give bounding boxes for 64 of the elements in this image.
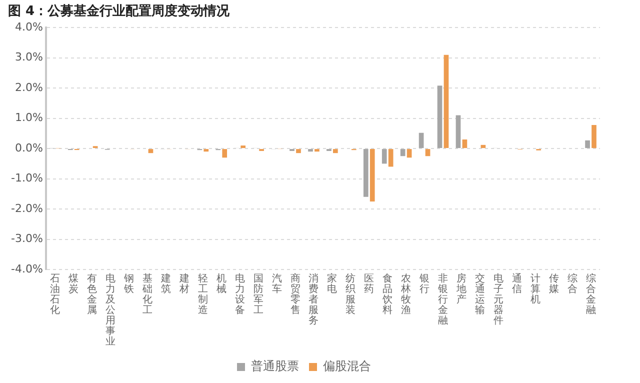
- x-tick-label: 基础化工: [141, 272, 152, 316]
- x-tick-label: 非银行金融: [437, 272, 448, 326]
- x-tick-label: 农林牧渔: [400, 273, 412, 316]
- x-tick-label: 综合: [567, 272, 578, 295]
- x-tick-label: 房地产: [455, 272, 466, 306]
- legend-label: 偏股混合: [323, 359, 371, 374]
- bar: [296, 149, 301, 154]
- bar: [406, 149, 412, 158]
- x-tick-label: 综合金融: [586, 272, 596, 316]
- x-tick-label: 轻工制造: [198, 272, 208, 316]
- y-tick-label: 4.0%: [14, 20, 43, 34]
- x-tick-label: 建材: [178, 272, 190, 295]
- x-tick-label: 通信: [512, 272, 522, 295]
- y-tick-label: 1.0%: [14, 111, 43, 124]
- x-tick-label: 煤炭: [68, 272, 79, 295]
- x-tick-label: 电子元器件: [493, 272, 504, 326]
- y-tick-label: -1.0%: [10, 172, 43, 185]
- bar: [400, 149, 406, 156]
- bar: [425, 149, 430, 156]
- x-tick-label: 银行: [418, 273, 430, 295]
- bar: [308, 149, 313, 152]
- x-tick-label: 电力及公用事业: [106, 272, 116, 348]
- bar: [240, 146, 246, 148]
- bar: [444, 54, 449, 148]
- bar: [456, 115, 461, 148]
- x-tick-label: 国防军工: [253, 273, 264, 316]
- x-tick-label: 石油石化: [50, 273, 60, 316]
- x-tick-label: 商贸零售: [290, 272, 300, 316]
- y-tick-label: -3.0%: [10, 232, 43, 246]
- x-tick-label: 汽车: [272, 272, 282, 295]
- bar: [592, 124, 596, 148]
- bar: [462, 139, 468, 148]
- y-tick-label: 2.0%: [14, 80, 43, 94]
- bar: [437, 86, 442, 148]
- bar: [204, 149, 209, 152]
- bar: [418, 132, 424, 148]
- x-tick-label: 传媒: [548, 273, 559, 295]
- bar: [382, 149, 387, 164]
- x-tick-label: 交通运输: [474, 272, 485, 316]
- legend-label: 普通股票: [251, 359, 299, 374]
- bar: [585, 140, 590, 148]
- x-tick-label: 食品饮料: [382, 272, 393, 316]
- x-tick-label: 建筑: [160, 272, 171, 295]
- x-tick-label: 计算机: [530, 272, 540, 306]
- y-tick-label: -2.0%: [10, 202, 43, 215]
- y-tick-label: -4.0%: [10, 262, 43, 276]
- x-tick-label: 有色金属: [87, 272, 98, 316]
- x-tick-label: 机械: [216, 272, 226, 295]
- y-tick-label: 3.0%: [14, 50, 43, 64]
- bar: [370, 149, 375, 202]
- bar: [314, 149, 320, 152]
- bar: [148, 149, 154, 154]
- x-tick-label: 钢铁: [123, 273, 134, 295]
- y-tick-label: 0.0%: [14, 141, 43, 154]
- x-tick-label: 电力设备: [234, 272, 245, 316]
- bar: [333, 149, 338, 154]
- x-tick-label: 家电: [327, 272, 338, 295]
- bar: [388, 149, 394, 167]
- x-tick-label: 纺织服装: [346, 272, 356, 316]
- bar: [222, 149, 228, 158]
- x-tick-label: 医药: [364, 273, 374, 295]
- chart-title: 图 4：公募基金行业配置周度变动情况: [8, 3, 231, 20]
- bar: [363, 149, 368, 197]
- x-tick-label: 消费者服务: [308, 272, 319, 326]
